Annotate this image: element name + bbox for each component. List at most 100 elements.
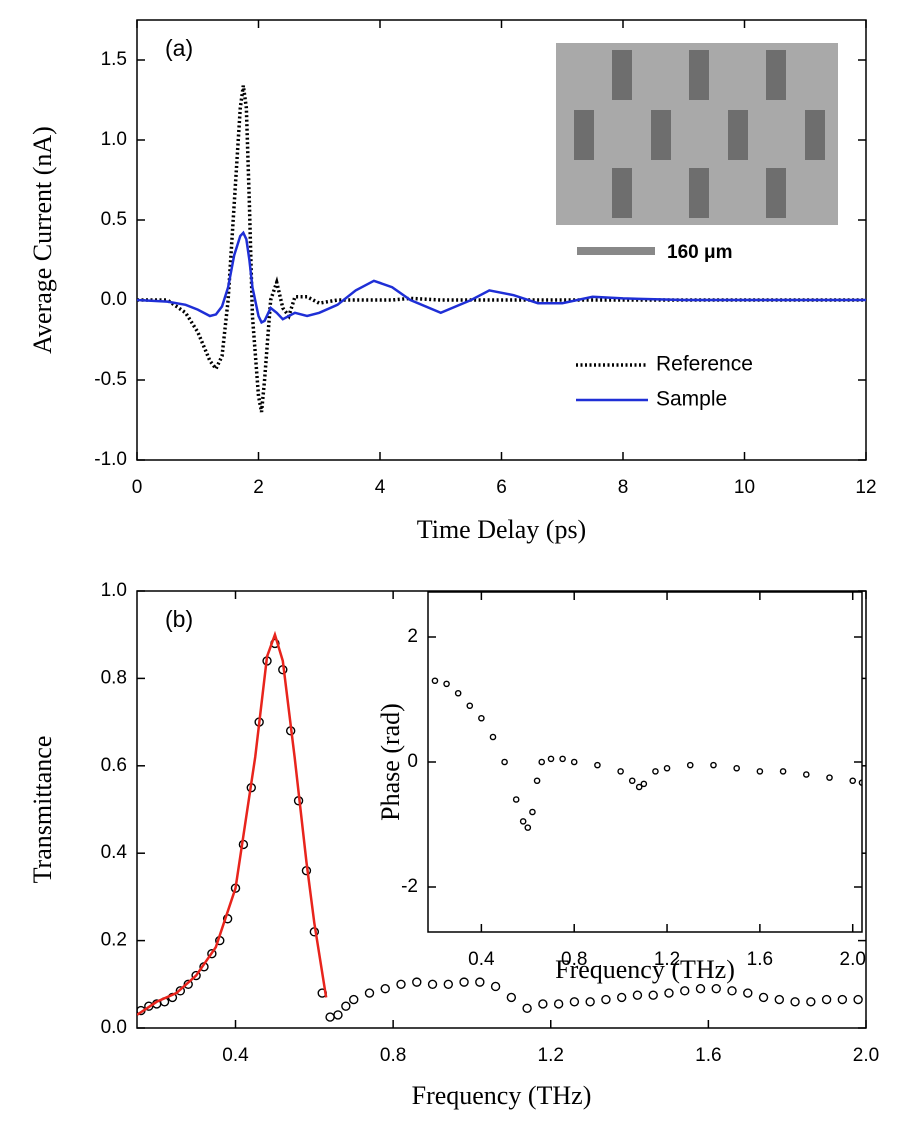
- data-point: [640, 780, 648, 788]
- data-point: [849, 777, 857, 785]
- x-tick-label: 2: [253, 477, 264, 498]
- series-line: [137, 230, 866, 325]
- x-tick-label: 1.2: [654, 949, 680, 970]
- data-point: [538, 758, 546, 766]
- data-point: [806, 997, 816, 1007]
- data-layer: [137, 85, 866, 413]
- y-tick-label: 0.8: [101, 667, 127, 688]
- data-point: [475, 977, 485, 987]
- data-point: [664, 988, 674, 998]
- data-point: [559, 755, 566, 763]
- data-point: [519, 818, 527, 825]
- y-tick-label: 0.4: [101, 842, 128, 863]
- resonator-array: [574, 50, 825, 218]
- data-point: [601, 994, 611, 1005]
- data-point: [779, 768, 787, 775]
- data-point: [341, 1001, 351, 1011]
- data-point: [454, 689, 462, 697]
- y-axis-title: Transmittance: [28, 736, 57, 884]
- data-point: [478, 714, 485, 722]
- data-point: [538, 999, 548, 1009]
- data-point: [616, 992, 627, 1003]
- data-point: [628, 777, 636, 785]
- data-point: [459, 977, 469, 987]
- data-point: [635, 783, 643, 791]
- data-point: [594, 761, 601, 769]
- data-layer: [431, 677, 862, 831]
- data-point: [412, 977, 422, 987]
- y-tick-label: 0.6: [101, 755, 127, 776]
- y-tick-label: 1.5: [101, 49, 127, 70]
- data-point: [489, 733, 497, 741]
- data-point: [490, 981, 501, 992]
- data-point: [553, 999, 564, 1009]
- data-point: [512, 796, 520, 803]
- y-tick-label: 0.0: [101, 1017, 127, 1038]
- data-point: [743, 988, 753, 998]
- data-point: [524, 824, 532, 831]
- data-point: [570, 758, 578, 766]
- data-point: [364, 988, 375, 998]
- sem-inset-image: 160 μm: [556, 43, 838, 263]
- data-point: [547, 755, 555, 763]
- data-point: [443, 979, 454, 989]
- y-tick-label: 0.5: [101, 209, 127, 230]
- panel-label: (a): [165, 35, 193, 61]
- data-point: [569, 997, 580, 1007]
- data-point: [191, 970, 201, 981]
- data-point: [853, 994, 863, 1005]
- y-tick-label: 1.0: [101, 129, 127, 150]
- y-tick-label: 1.0: [101, 580, 127, 601]
- y-axis-title: Phase (rad): [376, 703, 405, 821]
- data-point: [686, 761, 694, 769]
- data-point: [802, 771, 810, 778]
- x-tick-label: 0: [132, 477, 143, 498]
- panel: 0.4 0.8 1.2 1.6 2.0 -2 0 2 Frequency (THz) Phase …: [376, 591, 866, 984]
- x-axis-title: Time Delay (ps): [417, 515, 586, 544]
- data-point: [175, 986, 186, 996]
- x-tick-label: 1.6: [747, 949, 773, 970]
- y-tick-label: -0.5: [94, 369, 127, 390]
- data-point: [617, 768, 624, 775]
- panel-label: (b): [165, 606, 193, 632]
- x-axis-title: Frequency (THz): [412, 1081, 592, 1110]
- data-point: [380, 983, 390, 994]
- data-point: [396, 979, 406, 989]
- data-point: [443, 680, 450, 688]
- x-tick-label: 1.6: [695, 1045, 721, 1066]
- data-point: [466, 702, 474, 710]
- data-point: [695, 983, 706, 994]
- y-tick-label: -1.0: [94, 449, 127, 470]
- data-point: [522, 1003, 532, 1014]
- data-point: [533, 777, 541, 785]
- plot-frame: [427, 591, 863, 933]
- data-point: [427, 979, 438, 989]
- y-tick-label: 2: [407, 626, 418, 647]
- data-point: [774, 994, 785, 1005]
- series-line: [137, 630, 328, 1016]
- data-point: [501, 758, 508, 766]
- x-tick-label: 1.2: [538, 1045, 564, 1066]
- x-tick-label: 8: [618, 477, 629, 498]
- x-tick-label: 12: [855, 477, 876, 498]
- x-axis-title: Frequency (THz): [555, 955, 735, 984]
- data-point: [727, 986, 737, 996]
- data-point: [349, 994, 359, 1005]
- data-point: [333, 1010, 343, 1020]
- data-point: [663, 764, 671, 772]
- x-tick-label: 2.0: [840, 949, 866, 970]
- data-point: [711, 983, 721, 994]
- data-point: [821, 994, 832, 1005]
- data-point: [529, 808, 536, 816]
- data-point: [632, 990, 643, 1000]
- data-point: [837, 994, 848, 1005]
- data-point: [756, 768, 764, 775]
- x-tick-label: 10: [734, 477, 755, 498]
- data-point: [431, 677, 439, 685]
- y-axis-title: Average Current (nA): [28, 126, 57, 354]
- y-tick-label: 0: [407, 751, 418, 772]
- data-point: [652, 768, 659, 775]
- data-point: [710, 761, 717, 769]
